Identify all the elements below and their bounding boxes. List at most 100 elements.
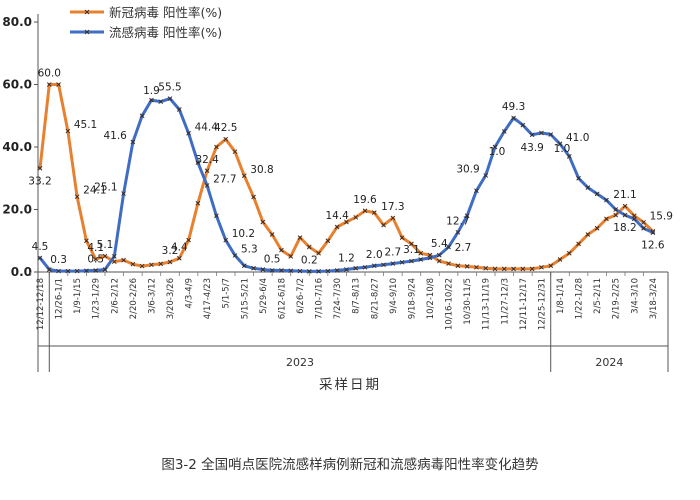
x-tick-label: 10/16-10/22 [445,278,455,330]
x-tick-label: 2/6-2/12 [110,278,120,314]
point-marker-stroke [641,225,646,231]
data-label: 12.6 [641,240,665,252]
data-point [436,252,442,258]
data-point [409,258,414,264]
data-point [353,214,359,220]
data-point [195,160,201,165]
data-point [288,254,294,259]
point-marker-stroke [501,129,507,134]
point-marker-stroke [288,268,294,274]
data-label: 3.2 [162,245,179,257]
x-tick-label: 1/8-1/14 [556,278,566,314]
data-point [186,130,191,136]
point-marker-stroke [557,257,563,262]
data-label: 55.5 [158,82,181,94]
point-marker-stroke [149,262,154,268]
x-tick-label: 9/18-9/24 [407,278,417,319]
x-tick-label: 1/23-1/29 [92,278,102,319]
point-marker-stroke [195,160,201,165]
data-label: 12.7 [446,215,469,227]
point-marker-stroke [455,263,461,269]
data-point [501,266,507,272]
data-point [539,130,544,136]
point-marker-stroke [381,222,386,228]
data-point [641,225,646,231]
data-label: 21.1 [613,189,636,201]
point-marker-stroke [576,175,581,181]
point-marker-stroke [186,130,191,136]
data-point [260,219,266,225]
point-marker-stroke [325,268,331,274]
data-label: 60.0 [38,68,61,80]
point-marker-stroke [176,107,182,112]
point-marker-stroke [650,230,656,235]
point-marker-stroke [325,238,331,244]
point-marker-stroke [74,268,80,274]
x-tick-label: 11/27-12/3 [500,278,510,325]
data-label: 10.2 [232,228,255,240]
point-marker-stroke [436,252,442,258]
x-tick-label: 3/4-3/10 [630,278,640,314]
data-point [288,268,294,274]
data-point [464,213,470,219]
data-point [279,268,284,273]
data-label: 2.0 [366,249,383,261]
x-tick-label: 8/7-8/13 [352,278,362,314]
point-marker-stroke [427,255,433,261]
point-marker-stroke [93,256,99,262]
data-point [455,263,461,269]
data-point [37,255,43,261]
x-tick-label: 5/15-5/21 [240,278,250,319]
point-marker-stroke [446,244,451,250]
data-point [214,213,219,219]
point-marker-stroke [37,165,43,171]
data-point [74,268,80,274]
point-marker-stroke [306,244,312,250]
data-point [446,244,451,250]
data-point [269,268,275,273]
x-tick-label: 3/18-3/24 [649,278,659,319]
x-tick-label: 10/30-11/5 [463,278,473,325]
data-label: 33.2 [28,175,51,187]
data-point [362,264,368,270]
point-marker-stroke [353,265,359,271]
point-marker-stroke [474,188,479,194]
data-point [130,261,136,267]
data-point [158,261,164,267]
data-point [399,259,405,265]
x-tick-label: 6/12-6/18 [277,278,287,319]
data-point [344,267,349,272]
data-label: 4.4 [171,241,188,253]
data-point [325,268,331,274]
data-point [176,255,182,261]
point-marker-stroke [483,265,489,271]
data-point [186,237,191,243]
data-point [381,222,386,228]
x-tick-label: 12/12-12/18 [36,278,46,330]
data-point [65,268,71,274]
x-tick-label: 7/10-7/16 [315,278,325,319]
data-point [557,257,563,262]
data-label: 14.4 [325,210,349,222]
point-marker-stroke [446,261,451,266]
data-point [139,263,145,269]
data-point [84,238,89,244]
x-axis: 12/12-12/18 12/26-1/1 1/9-1/15 1/23-1/29 2/6… [30,271,669,372]
point-marker-stroke [130,139,136,145]
x-tick-label: 2/5-2/11 [593,278,603,314]
point-marker-stroke [297,268,303,274]
data-label: 1.9 [143,85,160,97]
data-point [501,129,507,134]
point-marker-stroke [362,208,368,214]
x-tick-label: 2/19-2/25 [612,278,622,319]
data-label: 30.9 [456,163,479,175]
data-point [334,224,340,230]
data-point [204,183,210,188]
point-marker-stroke [279,247,284,253]
y-tick-label: 80.0 [2,15,32,29]
x-tick-label: 5/1-5/7 [222,278,232,308]
point-marker-stroke [241,263,247,269]
y-tick-label: 0.0 [11,265,32,279]
data-point [325,238,331,244]
point-marker-stroke [613,207,619,212]
